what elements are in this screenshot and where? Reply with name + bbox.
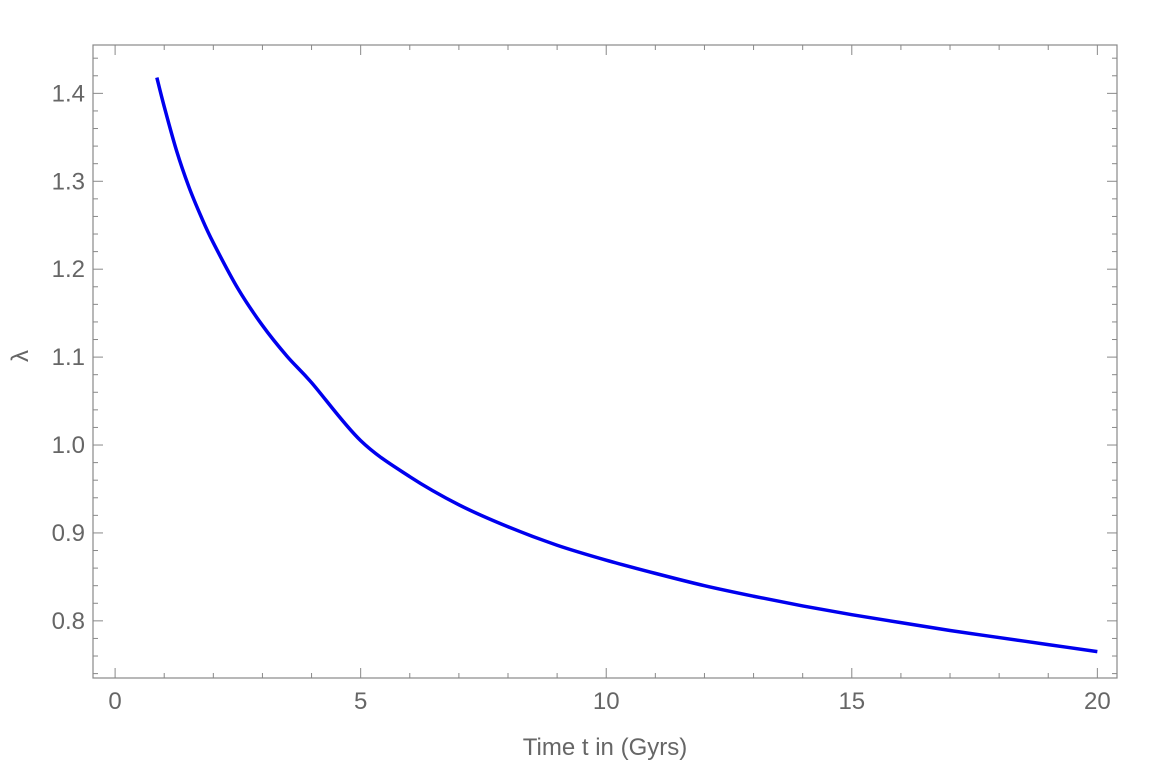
plot-frame: [92, 44, 1118, 679]
y-tick-label: 1.4: [52, 80, 85, 107]
y-axis-tick-labels: 0.8 0.9 1.0 1.1 1.2 1.3 1.4: [52, 80, 85, 635]
y-tick-label: 1.3: [52, 168, 85, 195]
x-tick-label: 0: [108, 688, 121, 715]
y-tick-label: 1.0: [52, 432, 85, 459]
x-tick-label: 20: [1084, 688, 1111, 715]
y-tick-label: 0.9: [52, 520, 85, 547]
y-tick-label: 1.2: [52, 256, 85, 283]
x-tick-label: 5: [354, 688, 367, 715]
y-axis-ticks: [93, 57, 1117, 675]
x-axis-ticks: [114, 45, 1098, 678]
y-axis-label: λ: [7, 350, 34, 362]
y-tick-label: 1.1: [52, 344, 85, 371]
x-tick-label: 15: [838, 688, 865, 715]
series-group: [155, 77, 1098, 654]
x-axis-tick-labels: 0 5 10 15 20: [108, 688, 1110, 715]
x-tick-label: 10: [593, 688, 620, 715]
series-line: [155, 77, 1098, 654]
y-tick-label: 0.8: [52, 608, 85, 635]
x-axis-label: Time t in (Gyrs): [523, 734, 687, 761]
